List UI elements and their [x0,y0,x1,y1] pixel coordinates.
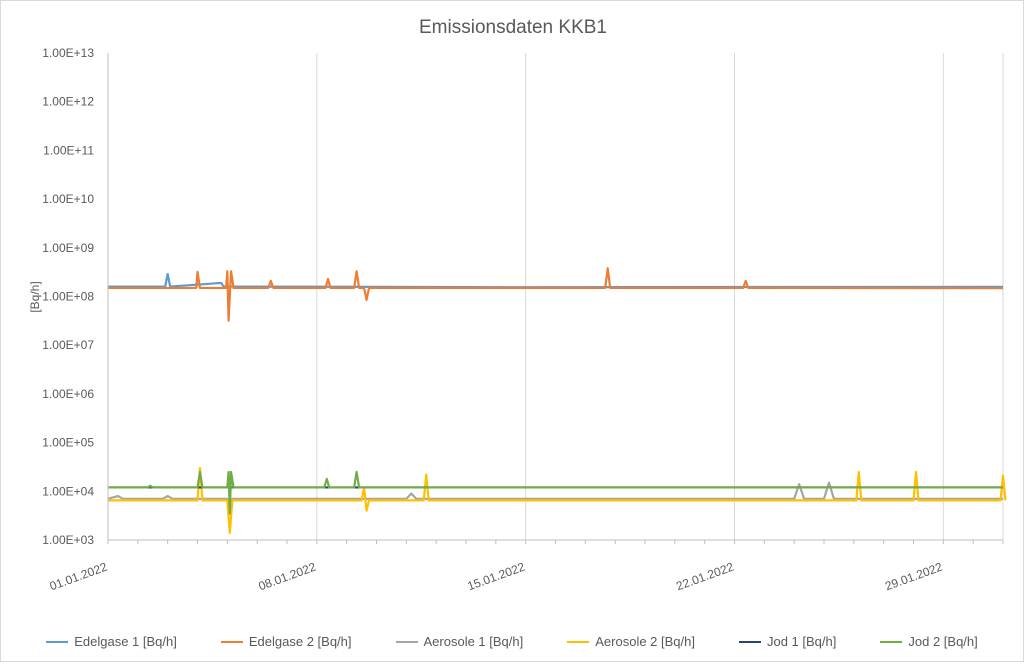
legend-swatch [395,640,418,643]
series-layer [107,267,1007,534]
x-tick-label: 15.01.2022 [465,560,527,594]
series-line-4 [108,466,1007,534]
legend-swatch [880,640,903,643]
series-line-1 [108,272,1004,289]
y-axis-label: [Bq/h] [28,281,42,312]
legend: Edelgase 1 [Bq/h] Edelgase 2 [Bq/h] Aeroso… [0,634,1024,649]
legend-item-3: Aerosole 1 [Bq/h] [395,634,524,649]
x-tick-label: 22.01.2022 [674,560,736,594]
y-tick-label: 1.00E+08 [42,290,94,304]
y-tick-label: 1.00E+05 [42,436,94,450]
legend-swatch [738,640,761,643]
y-tick-label: 1.00E+04 [42,484,94,498]
grid-layer [107,53,1004,540]
legend-label: Aerosole 1 [Bq/h] [423,634,524,649]
y-tick-label: 1.00E+10 [42,192,94,206]
legend-label: Jod 1 [Bq/h] [766,634,837,649]
legend-label: Edelgase 2 [Bq/h] [248,634,352,649]
x-tick-labels: 01.01.2022 08.01.2022 15.01.2022 22.01.2022… [48,560,945,594]
x-tick-label: 08.01.2022 [257,560,319,594]
series-line-2 [108,267,1004,322]
y-tick-label: 1.00E+12 [42,95,94,109]
legend-swatch [46,640,69,643]
series-line-3 [107,481,1003,515]
y-tick-label: 1.00E+09 [42,241,94,255]
legend-swatch [220,640,243,643]
chart-title: Emissionsdaten KKB1 [419,17,607,38]
y-tick-label: 1.00E+11 [43,143,94,157]
y-tick-labels: 1.00E+13 1.00E+12 1.00E+11 1.00E+10 1.00E+09… [42,46,94,547]
legend-label: Jod 2 [Bq/h] [908,634,978,649]
legend-item-5: Jod 1 [Bq/h] [738,634,837,649]
y-tick-label: 1.00E+06 [42,387,94,401]
y-tick-label: 1.00E+07 [42,338,94,352]
legend-label: Edelgase 1 [Bq/h] [74,634,177,649]
x-tick-label: 29.01.2022 [883,560,945,594]
legend-item-2: Edelgase 2 [Bq/h] [220,634,352,649]
y-tick-label: 1.00E+13 [42,46,94,60]
y-tick-label: 1.00E+03 [42,533,94,547]
series-line-6 [108,470,1003,515]
legend-item-1: Edelgase 1 [Bq/h] [46,634,177,649]
legend-swatch [567,640,590,643]
legend-item-6: Jod 2 [Bq/h] [880,634,978,649]
axis-layer [107,53,1004,544]
x-tick-label: 01.01.2022 [48,560,110,594]
legend-label: Aerosole 2 [Bq/h] [595,634,695,649]
legend-item-4: Aerosole 2 [Bq/h] [567,634,695,649]
